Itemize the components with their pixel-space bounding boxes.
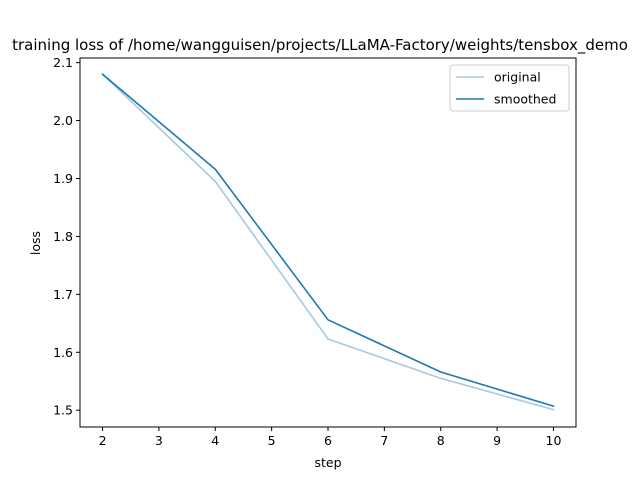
y-axis-label: loss (28, 231, 43, 255)
axes-frame (79, 57, 577, 428)
y-tick-label: 1.9 (53, 171, 73, 186)
x-axis-label: step (314, 455, 341, 470)
y-axis: 1.5 1.6 1.7 1.8 1.9 2.0 2.1 (53, 55, 80, 418)
x-tick-label: 7 (380, 433, 388, 448)
series-line-smoothed (101, 73, 555, 408)
x-tick-label: 5 (268, 433, 276, 448)
x-tick-label: 3 (155, 433, 163, 448)
legend-label-original: original (494, 70, 541, 85)
y-tick-label: 1.7 (53, 287, 73, 302)
x-tick-label: 4 (211, 433, 219, 448)
plot-area (101, 73, 555, 411)
y-tick-label: 2.0 (53, 113, 73, 128)
x-axis: 2 3 4 5 6 7 8 9 10 (99, 427, 562, 448)
legend: original smoothed (449, 64, 570, 112)
chart-title: training loss of /home/wangguisen/projec… (12, 36, 628, 55)
y-tick-label: 1.8 (53, 229, 73, 244)
x-tick-label: 6 (324, 433, 332, 448)
legend-label-smoothed: smoothed (494, 92, 556, 107)
x-tick-label: 2 (99, 433, 107, 448)
y-tick-label: 1.6 (53, 345, 73, 360)
x-tick-label: 9 (493, 433, 501, 448)
x-tick-label: 8 (437, 433, 445, 448)
series-line-original (101, 73, 555, 411)
x-tick-label: 10 (546, 433, 562, 448)
y-tick-label: 2.1 (53, 55, 73, 70)
y-tick-label: 1.5 (53, 403, 73, 418)
